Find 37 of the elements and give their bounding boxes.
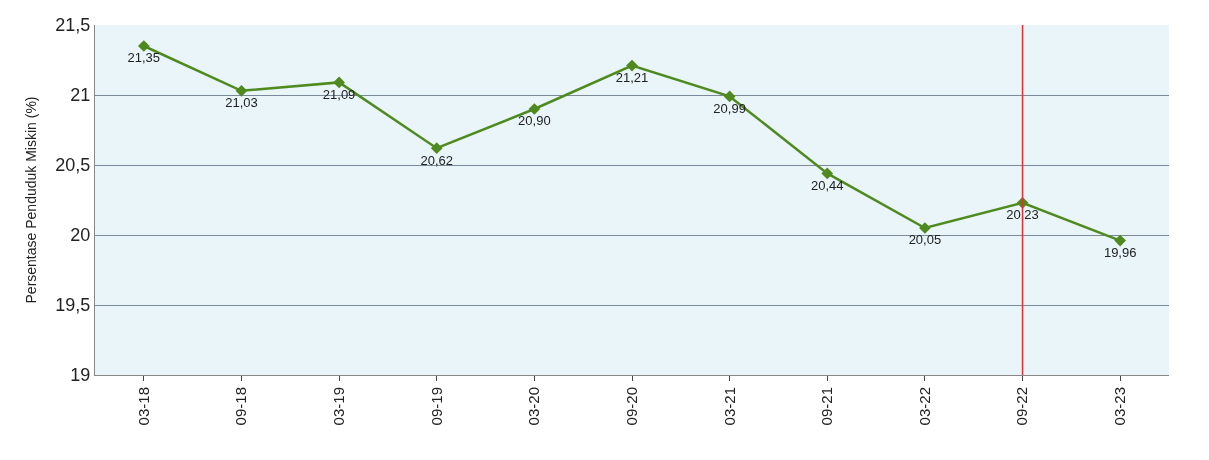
- y-tick-label: 20: [70, 225, 91, 246]
- data-label: 21,09: [322, 86, 356, 102]
- data-label: 19,96: [1103, 244, 1137, 260]
- data-label: 21,21: [615, 69, 649, 85]
- y-tick-label: 19,5: [55, 295, 91, 316]
- data-label: 20,90: [518, 113, 551, 129]
- point: [626, 59, 638, 72]
- y-tick-label: 21: [70, 85, 91, 106]
- x-tick-label: 03-23: [1111, 387, 1129, 426]
- x-tick-label: 09-19: [427, 387, 445, 426]
- x-tick-label: 03-21: [720, 387, 738, 426]
- data-label: 20,44: [811, 177, 844, 193]
- y-axis-title: Persentase Penduduk Miskin (%): [22, 96, 39, 304]
- data-label: 21,03: [225, 95, 258, 111]
- x-tick-label: 09-21: [818, 387, 836, 426]
- data-label: 20,05: [908, 232, 942, 248]
- data-label: 20,62: [420, 152, 453, 168]
- x-tick-label: 09-18: [232, 387, 250, 426]
- point: [821, 167, 834, 180]
- point: [137, 40, 150, 52]
- point: [235, 84, 248, 97]
- data-label: 21,35: [127, 50, 161, 66]
- x-tick-label: 03-20: [525, 387, 543, 426]
- point: [333, 76, 345, 89]
- x-tick-label: 09-22: [1013, 387, 1031, 426]
- data-label: 20,99: [713, 100, 746, 116]
- x-tick-label: 03-18: [134, 387, 152, 426]
- point: [723, 90, 736, 103]
- point: [430, 142, 443, 155]
- x-tick-label: 09-20: [622, 387, 640, 426]
- point: [528, 103, 541, 115]
- y-tick-label: 21,5: [55, 15, 91, 36]
- y-tick-label: 20,5: [55, 155, 91, 176]
- point: [1114, 234, 1127, 247]
- y-tick-label: 19: [70, 365, 91, 386]
- x-tick-label: 03-19: [329, 387, 347, 426]
- x-tick-label: 03-22: [915, 387, 933, 426]
